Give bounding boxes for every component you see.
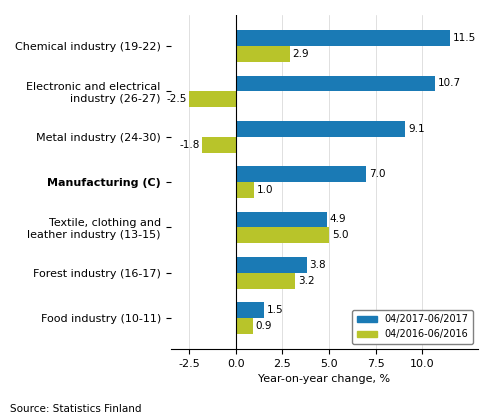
Text: 11.5: 11.5 <box>453 33 476 43</box>
Text: 3.2: 3.2 <box>298 276 315 286</box>
Bar <box>236 121 405 137</box>
Text: Source: Statistics Finland: Source: Statistics Finland <box>10 404 141 414</box>
Text: 3.8: 3.8 <box>310 260 326 270</box>
Bar <box>236 166 366 182</box>
Bar <box>236 30 450 46</box>
X-axis label: Year-on-year change, %: Year-on-year change, % <box>258 374 390 384</box>
Bar <box>236 318 252 334</box>
Bar <box>236 273 295 289</box>
Legend: 04/2017-06/2017, 04/2016-06/2016: 04/2017-06/2017, 04/2016-06/2016 <box>352 310 473 344</box>
Text: 4.9: 4.9 <box>330 214 347 225</box>
Bar <box>236 302 264 318</box>
Text: 7.0: 7.0 <box>369 169 386 179</box>
Bar <box>236 46 290 62</box>
Text: 1.0: 1.0 <box>257 185 274 195</box>
Bar <box>236 257 307 273</box>
Text: 10.7: 10.7 <box>438 79 461 89</box>
Bar <box>236 211 327 228</box>
Bar <box>236 228 329 243</box>
Text: 2.9: 2.9 <box>293 49 309 59</box>
Text: 1.5: 1.5 <box>267 305 283 315</box>
Bar <box>189 92 236 107</box>
Text: 5.0: 5.0 <box>332 230 348 240</box>
Text: 0.9: 0.9 <box>255 321 272 331</box>
Text: -1.8: -1.8 <box>179 140 200 150</box>
Bar <box>236 76 435 92</box>
Bar <box>202 137 236 153</box>
Bar <box>236 182 254 198</box>
Text: -2.5: -2.5 <box>166 94 186 104</box>
Text: 9.1: 9.1 <box>408 124 425 134</box>
